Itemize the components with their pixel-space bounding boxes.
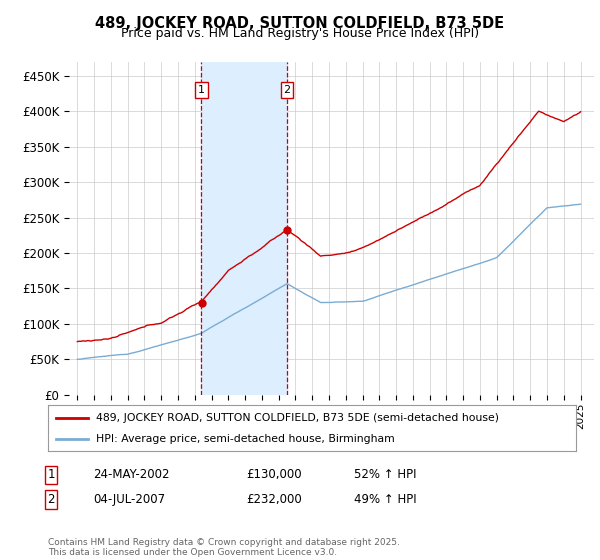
Text: 1: 1 [198,85,205,95]
Text: 04-JUL-2007: 04-JUL-2007 [93,493,165,506]
Bar [202,62,287,395]
Text: 2: 2 [283,85,290,95]
Text: 489, JOCKEY ROAD, SUTTON COLDFIELD, B73 5DE (semi-detached house): 489, JOCKEY ROAD, SUTTON COLDFIELD, B73 … [95,413,499,423]
Text: £130,000: £130,000 [246,468,302,482]
Text: 49% ↑ HPI: 49% ↑ HPI [354,493,416,506]
Text: 489, JOCKEY ROAD, SUTTON COLDFIELD, B73 5DE: 489, JOCKEY ROAD, SUTTON COLDFIELD, B73 … [95,16,505,31]
Text: 1: 1 [47,468,55,482]
Text: HPI: Average price, semi-detached house, Birmingham: HPI: Average price, semi-detached house,… [95,435,394,444]
Text: 52% ↑ HPI: 52% ↑ HPI [354,468,416,482]
Text: Contains HM Land Registry data © Crown copyright and database right 2025.
This d: Contains HM Land Registry data © Crown c… [48,538,400,557]
Text: Price paid vs. HM Land Registry's House Price Index (HPI): Price paid vs. HM Land Registry's House … [121,27,479,40]
Text: 2: 2 [47,493,55,506]
Text: 24-MAY-2002: 24-MAY-2002 [93,468,170,482]
Text: £232,000: £232,000 [246,493,302,506]
